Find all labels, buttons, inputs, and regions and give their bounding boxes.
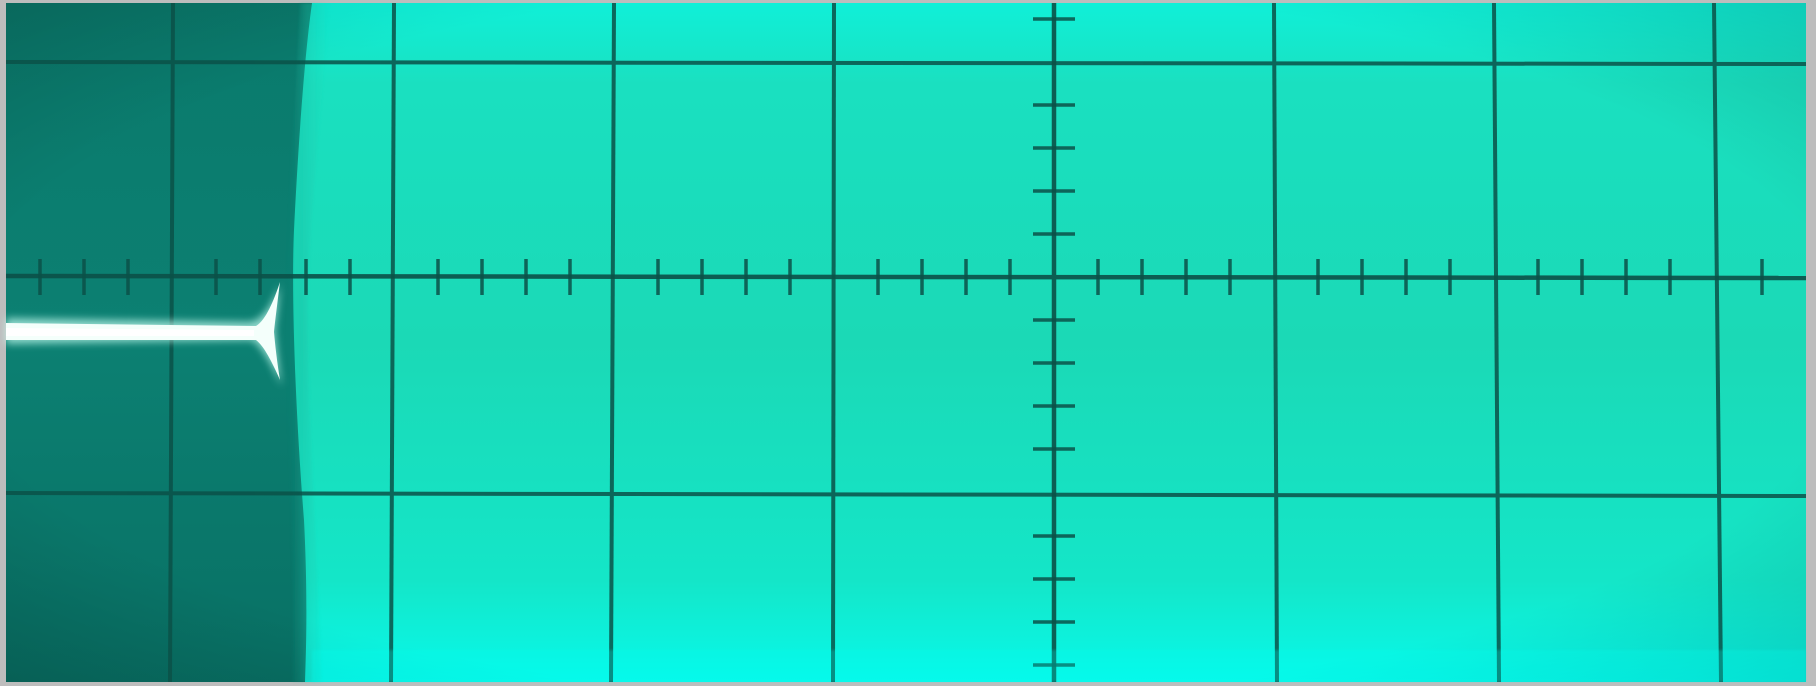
graticule-hline (5, 491, 1807, 498)
signal-trace (6, 282, 282, 386)
graticule-vline (168, 2, 175, 683)
graticule-vline (389, 2, 396, 683)
graticule-vline (609, 2, 616, 683)
vertical-axis-ticks (1033, 17, 1075, 667)
graticule-vline (1712, 2, 1723, 683)
center-hline (5, 273, 1807, 281)
graticule (5, 2, 1807, 683)
graticule-vline (831, 2, 836, 683)
horizontal-axis-ticks (38, 259, 1764, 295)
graticule-hline (5, 60, 1807, 66)
graticule-vline (1492, 2, 1501, 683)
crt-screen (6, 3, 1806, 682)
graticule-vline (1272, 2, 1279, 683)
